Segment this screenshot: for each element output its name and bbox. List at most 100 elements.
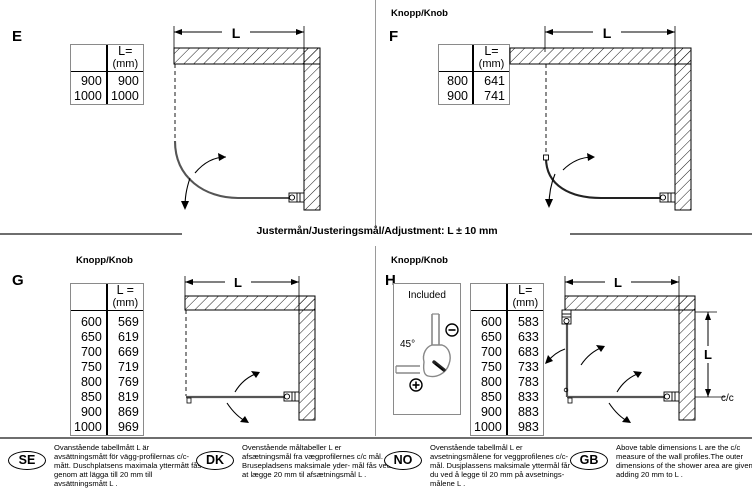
- cell-l: 583: [517, 314, 539, 329]
- panel-e: E L= (mm) 900 900 1000 1000: [0, 0, 375, 228]
- cell-l: 983: [517, 419, 539, 434]
- diagram-g: L: [165, 270, 365, 436]
- cell-l: 719: [117, 359, 139, 374]
- svg-text:L: L: [704, 347, 712, 362]
- cell-l: 641: [484, 73, 505, 88]
- header-mm-text: (mm): [112, 58, 139, 70]
- table-row: 900 900: [71, 73, 143, 89]
- table-row: 650 633: [471, 329, 543, 345]
- knob-fitting-icon: [288, 192, 305, 203]
- dimension-line-l: L: [184, 274, 300, 298]
- cell-l: 969: [117, 419, 139, 434]
- cell-l: 783: [517, 374, 539, 389]
- cell-l: 819: [117, 389, 139, 404]
- diagram-e: L: [160, 18, 360, 223]
- table-header-row: L= (mm): [439, 45, 509, 72]
- table-row: 600 583: [471, 312, 543, 330]
- cell-l: 769: [117, 374, 139, 389]
- knob-label-f: Knopp/Knob: [391, 8, 448, 19]
- header-mm-text: (mm): [478, 58, 505, 70]
- cell-l: 633: [517, 329, 539, 344]
- cell-size: 1000: [71, 419, 108, 435]
- table-row: 850 819: [71, 389, 143, 405]
- vertical-divider-top: [375, 0, 376, 228]
- header-l-text: L=: [518, 283, 533, 297]
- panel-letter-h: H: [385, 272, 396, 289]
- size-table-f: L= (mm) 800 641 900 741: [438, 44, 510, 105]
- header-cell-size: [71, 284, 108, 311]
- header-cell-size: [471, 284, 508, 311]
- cell-size: 900: [71, 404, 108, 420]
- diagram-f: L: [505, 18, 740, 223]
- header-mm-text: (mm): [512, 297, 539, 309]
- table-row: 650 619: [71, 329, 143, 345]
- dimension-line-l: L: [544, 24, 676, 52]
- cell-size: 650: [471, 329, 508, 345]
- size-table-g: L = (mm) 600 569 650 619 700 669: [70, 283, 144, 436]
- svg-text:c/c: c/c: [721, 393, 734, 404]
- panel-g: Knopp/Knob G L = (mm) 600 569 650: [0, 246, 375, 436]
- cell-l: 741: [484, 88, 505, 103]
- header-cell-l: L= (mm): [507, 284, 543, 311]
- footnote-text-gb: Above table dimensions L are the c/c mea…: [616, 443, 752, 480]
- table-header-row: L = (mm): [71, 284, 143, 311]
- table-row: 900 883: [471, 404, 543, 420]
- cell-l: 869: [117, 404, 139, 419]
- vertical-divider-bottom: [375, 246, 376, 436]
- size-table-h: L= (mm) 600 583 650 633 700 683: [470, 283, 544, 436]
- knob-fitting-icon: [659, 192, 676, 203]
- header-cell-size: [439, 45, 474, 72]
- knob-label-h: Knopp/Knob: [391, 255, 448, 266]
- footnote-text-se: Ovanstående tabellmått L är avsättningsm…: [54, 443, 202, 489]
- cell-size: 750: [471, 359, 508, 375]
- table-row: 900 869: [71, 404, 143, 420]
- horizontal-divider-footnotes: [0, 437, 752, 439]
- table-row: 700 669: [71, 344, 143, 360]
- header-mm-text: (mm): [112, 297, 139, 309]
- cell-l: 669: [117, 344, 139, 359]
- cell-size: 850: [471, 389, 508, 405]
- table-header-row: L= (mm): [471, 284, 543, 311]
- header-l-text: L =: [116, 283, 134, 297]
- footnote-text-dk: Ovenstående måltabeller L er afsætningsm…: [242, 443, 391, 480]
- country-badge-se: SE: [8, 451, 46, 470]
- hinge-adjustment-icon: [395, 313, 459, 392]
- country-badge-gb: GB: [570, 451, 608, 470]
- cell-l: 619: [117, 329, 139, 344]
- table-row: 750 719: [71, 359, 143, 375]
- horizontal-divider-left: [0, 233, 182, 235]
- cell-l: 733: [517, 359, 539, 374]
- cell-l: 883: [517, 404, 539, 419]
- knob-label-g: Knopp/Knob: [76, 255, 133, 266]
- svg-text:L: L: [603, 25, 612, 41]
- panel-letter-f: F: [389, 28, 399, 45]
- table-row: 800 641: [439, 73, 509, 89]
- cell-size: 700: [71, 344, 108, 360]
- header-cell-l: L= (mm): [473, 45, 509, 72]
- diagram-h: L: [545, 270, 750, 436]
- dimension-line-l-horizontal: L: [564, 274, 680, 298]
- cell-size: 900: [471, 404, 508, 420]
- cell-size: 750: [71, 359, 108, 375]
- table-header-row: L= (mm): [71, 45, 143, 72]
- table-row: 1000 983: [471, 419, 543, 435]
- panel-letter-e: E: [12, 28, 23, 45]
- cell-l: 900: [117, 73, 139, 88]
- cell-l: 833: [517, 389, 539, 404]
- cell-size: 1000: [471, 419, 508, 435]
- header-l-text: L=: [118, 44, 133, 58]
- included-box: Included 45°: [393, 283, 461, 415]
- svg-text:L: L: [232, 25, 241, 41]
- table-row: 600 569: [71, 312, 143, 330]
- knob-fitting-icon: [283, 391, 300, 402]
- header-cell-size: [71, 45, 108, 72]
- cell-size: 800: [471, 374, 508, 390]
- cell-l: 1000: [111, 88, 139, 103]
- country-badge-no: NO: [384, 451, 422, 470]
- size-table-e: L= (mm) 900 900 1000 1000: [70, 44, 144, 105]
- cell-size: 600: [71, 312, 108, 330]
- panel-h: Knopp/Knob H Included 45°: [377, 246, 752, 436]
- panel-f: Knopp/Knob F L= (mm) 800 641 900: [377, 0, 752, 228]
- included-title: Included: [408, 290, 446, 301]
